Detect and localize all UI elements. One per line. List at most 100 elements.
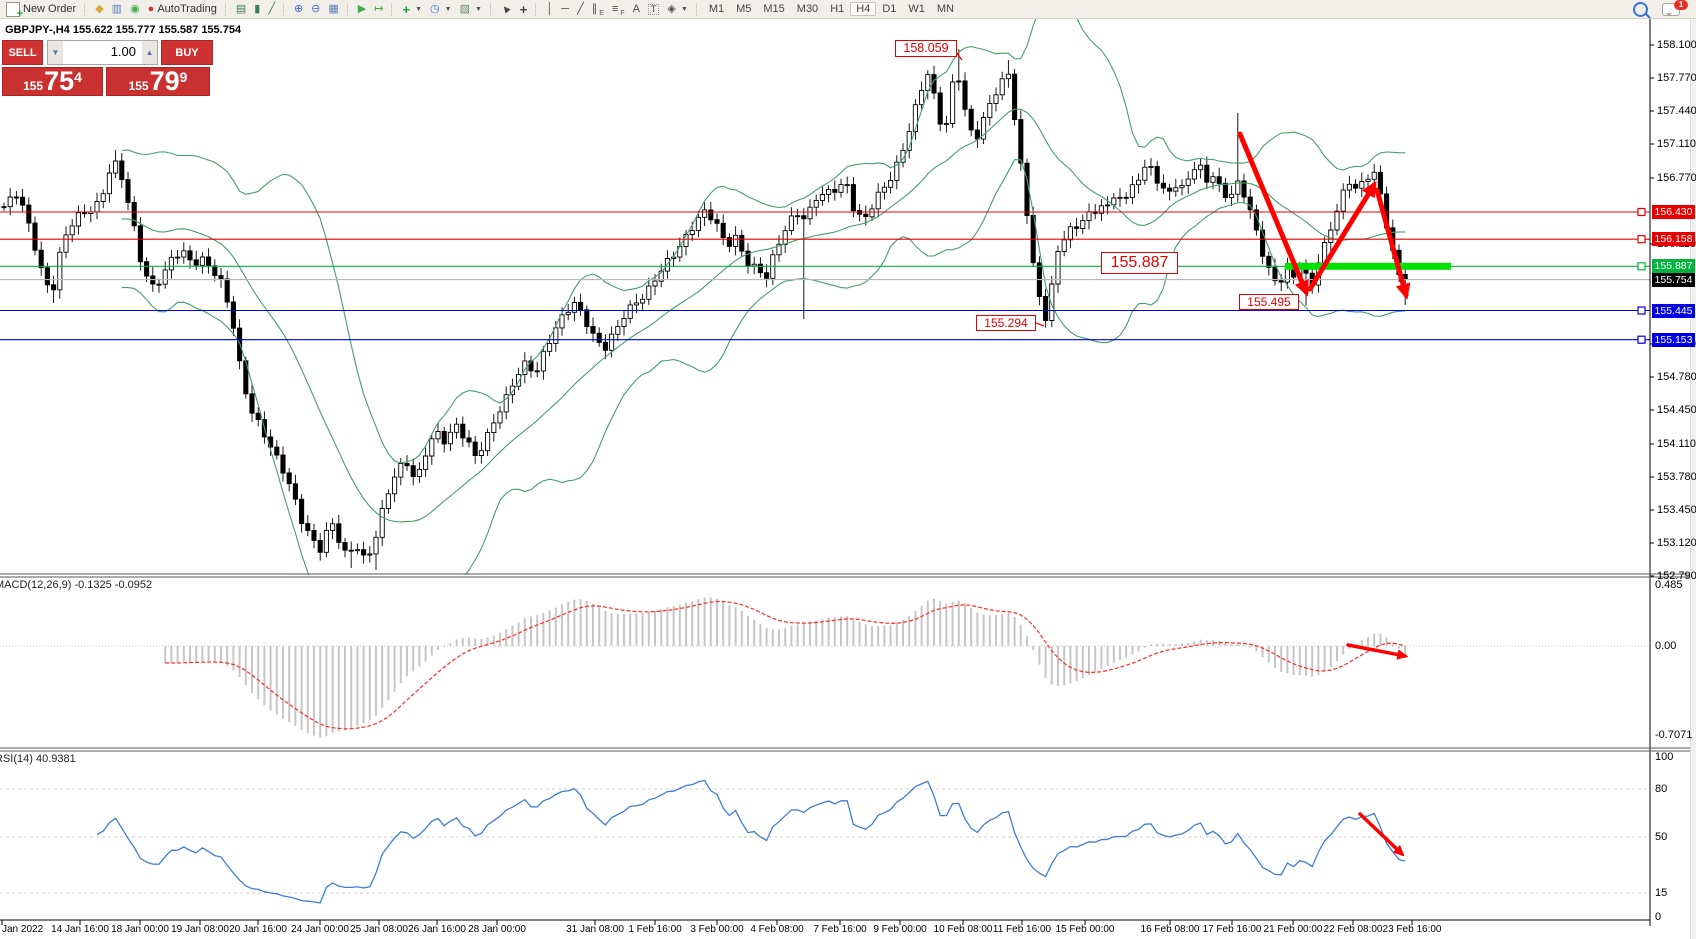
channel-button[interactable]: ∥ E [588, 1, 608, 18]
timeframe-m30-button[interactable]: M30 [796, 3, 819, 15]
bid-price[interactable]: 155 75 4 [2, 67, 103, 96]
cursor-icon: ▲ [498, 0, 515, 17]
timeframe-m1-button[interactable]: M1 [708, 3, 725, 15]
time-axis-label: 17 Feb 16:00 [1202, 924, 1262, 935]
volume-increase-button[interactable]: ▲ [142, 41, 157, 64]
indicators-dropdown-caret[interactable]: ▼ [415, 5, 423, 13]
autoscroll-button[interactable]: ▶ [354, 1, 370, 18]
signal-button[interactable]: ◉ [126, 1, 144, 18]
chart-window-button[interactable]: ▥ [108, 1, 126, 18]
time-axis-label: 23 Feb 16:00 [1382, 924, 1442, 935]
vertical-line-button[interactable]: │ [542, 1, 557, 18]
bar-chart-icon: ▤ [235, 2, 247, 15]
chat-icon[interactable]: 1 [1662, 0, 1688, 16]
timeframe-m5-button[interactable]: M5 [736, 3, 752, 15]
ask-prefix: 155 [128, 79, 149, 93]
periods-button[interactable]: ◷ ▼ [426, 1, 456, 18]
cursor-button[interactable]: ▲ [497, 1, 516, 18]
timeframe-h4-button[interactable]: H4 [850, 2, 877, 16]
time-axis-label: 3 Feb 00:00 [690, 924, 744, 935]
price-axis-tick: 154.110 [1657, 438, 1696, 450]
bar-chart-button[interactable]: ▤ [232, 1, 250, 18]
new-order-icon: + [6, 1, 23, 19]
zoom-in-icon: ⊕ [293, 2, 304, 15]
price-axis-tick: 154.450 [1657, 404, 1696, 416]
rsi-axis-tick: 80 [1655, 783, 1668, 795]
bid-big: 75 [44, 66, 75, 96]
zoom-out-button[interactable]: ⊖ [307, 1, 324, 18]
price-axis-tick: 157.110 [1657, 138, 1696, 150]
horizontal-line-button[interactable]: ─ [557, 1, 573, 18]
zoom-in-button[interactable]: ⊕ [290, 1, 307, 18]
price-axis-tick: 158.100 [1657, 39, 1696, 51]
chart-symbol-readout: GBPJPY-,H4 155.622 155.777 155.587 155.7… [5, 24, 242, 36]
timeframe-mn-button[interactable]: MN [936, 3, 954, 15]
volume-value[interactable]: 1.00 [110, 44, 136, 59]
shapes-dropdown-caret[interactable]: ▼ [680, 5, 688, 13]
templates-dropdown-caret[interactable]: ▼ [474, 5, 482, 13]
search-icon[interactable] [1633, 1, 1648, 17]
timeframe-w1-button[interactable]: W1 [908, 3, 925, 15]
shapes-button[interactable]: ◈ ▼ [663, 1, 691, 18]
autoscroll-icon: ▶ [357, 2, 367, 15]
crosshair-button[interactable]: + [516, 1, 532, 18]
time-axis-label: 22 Feb 08:00 [1323, 924, 1383, 935]
ask-price[interactable]: 155 79 9 [106, 67, 210, 96]
price-axis-label: 155.887 [1652, 259, 1695, 274]
time-axis-label: 28 Jan 00:00 [468, 924, 526, 935]
price-axis-tick: 153.450 [1657, 504, 1696, 516]
toolbar: + New Order ◆ ▥ ◉ ● AutoTrading ▤ ▮ ╱ ⊕ ⊖ ▦ ▶ ↦ + ▼ ◷ ▼ ▧ ▼ ▲… [0, 0, 1696, 19]
horizontal-line-icon: ─ [561, 2, 570, 15]
macd-axis-tick: 0.00 [1655, 640, 1677, 652]
bid-sup: 4 [74, 69, 82, 85]
text-label-button[interactable]: T [644, 1, 664, 18]
tile-windows-icon: ▦ [328, 2, 339, 15]
toolbar-separator [535, 2, 538, 16]
scrollbar[interactable] [1690, 19, 1696, 939]
timeframe-m15-button[interactable]: M15 [763, 3, 785, 15]
timeframe-h1-button[interactable]: H1 [830, 3, 845, 15]
fibonacci-button[interactable]: ≡ F [608, 1, 629, 18]
autotrading-button[interactable]: ● AutoTrading [144, 1, 221, 18]
chart-shift-button[interactable]: ↦ [370, 1, 387, 18]
indicators-button[interactable]: + ▼ [398, 1, 426, 18]
crosshair-icon: + [519, 1, 528, 17]
toolbar-separator [391, 2, 394, 16]
trendline-icon: ╱ [577, 2, 584, 15]
time-axis-label: 31 Jan 08:00 [566, 924, 624, 935]
price-axis-tick: 153.780 [1657, 471, 1696, 483]
line-chart-button[interactable]: ╱ [264, 1, 279, 18]
new-order-button[interactable]: + New Order [2, 1, 80, 19]
channel-icon: ∥ [591, 2, 598, 15]
fibonacci-sub-label: F [620, 9, 625, 17]
shapes-icon: ◈ [667, 2, 676, 15]
trendline-button[interactable]: ╱ [573, 1, 588, 18]
ticket-button[interactable]: ◆ [91, 1, 107, 18]
text-button[interactable]: A [629, 1, 644, 18]
buy-button[interactable]: BUY [161, 40, 213, 65]
text-label-icon: T [647, 3, 660, 15]
toolbar-separator [84, 2, 87, 16]
toolbar-separator [282, 2, 286, 16]
volume-stepper: ▼ 1.00 ▲ [47, 40, 158, 65]
periods-dropdown-caret[interactable]: ▼ [444, 5, 452, 13]
time-axis-label: 18 Jan 00:00 [111, 924, 169, 935]
rsi-axis-tick: 100 [1655, 751, 1674, 763]
vertical-line-icon: │ [546, 2, 554, 15]
timeframe-d1-button[interactable]: D1 [882, 3, 897, 15]
sell-button[interactable]: SELL [2, 40, 43, 65]
price-axis-tick: 153.120 [1657, 537, 1696, 549]
candlestick-chart-button[interactable]: ▮ [250, 1, 264, 18]
ask-sup: 9 [179, 69, 188, 85]
templates-button[interactable]: ▧ ▼ [456, 1, 486, 18]
rsi-indicator-label: RSI(14) 40.9381 [0, 753, 76, 765]
volume-decrease-button[interactable]: ▼ [48, 41, 63, 64]
new-order-label: New Order [23, 3, 77, 15]
price-axis-tick: 157.770 [1657, 72, 1696, 84]
bid-prefix: 155 [23, 79, 44, 93]
tile-windows-button[interactable]: ▦ [324, 1, 342, 18]
time-axis-label: 15 Feb 00:00 [1055, 924, 1115, 935]
one-click-trading-panel: SELL ▼ 1.00 ▲ BUY 155 75 4 155 79 9 [2, 40, 213, 96]
periods-icon: ◷ [430, 2, 440, 15]
